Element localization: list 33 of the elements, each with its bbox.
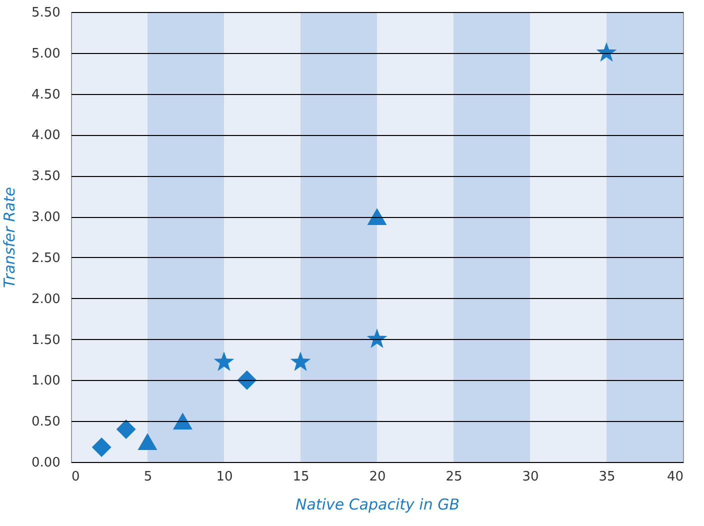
x-tick-label: 35: [598, 470, 616, 484]
x-tick-label: 15: [292, 470, 310, 484]
y-tick-label: 1.50: [32, 332, 60, 348]
point: [172, 412, 192, 430]
x-tick-label: 10: [216, 470, 233, 484]
y-tick-label: 4.00: [32, 128, 60, 144]
y-tick-label: 0.00: [32, 456, 60, 470]
y-tick-label: 3.00: [32, 210, 60, 226]
y-tick-label: 5.00: [32, 46, 60, 62]
point: [214, 351, 234, 371]
y-tick-label: 2.00: [32, 292, 60, 307]
x-tick-label: 30: [522, 470, 539, 484]
point: [92, 438, 112, 458]
y-tick-label: 3.50: [32, 169, 60, 184]
x-axis-title: Native Capacity in GB: [295, 496, 460, 514]
point: [596, 42, 617, 62]
y-tick-label: 1.00: [32, 374, 60, 389]
point: [366, 328, 388, 348]
x-tick-label: 5: [144, 470, 152, 484]
x-tick-label: 40: [666, 470, 684, 484]
y-tick-label: 5.50: [32, 6, 60, 20]
point: [237, 370, 257, 390]
point: [116, 420, 136, 440]
x-tick-label: 20: [369, 470, 386, 484]
y-tick-label: 0.50: [32, 414, 60, 430]
y-tick-label: 4.50: [32, 87, 60, 102]
x-tick-label: 25: [446, 470, 462, 484]
x-tick-label: 0: [72, 470, 80, 484]
point: [138, 433, 158, 450]
point: [367, 208, 387, 225]
y-axis-title: Transfer Rate: [0, 187, 18, 288]
point: [290, 351, 311, 371]
y-tick-label: 2.50: [32, 250, 60, 266]
